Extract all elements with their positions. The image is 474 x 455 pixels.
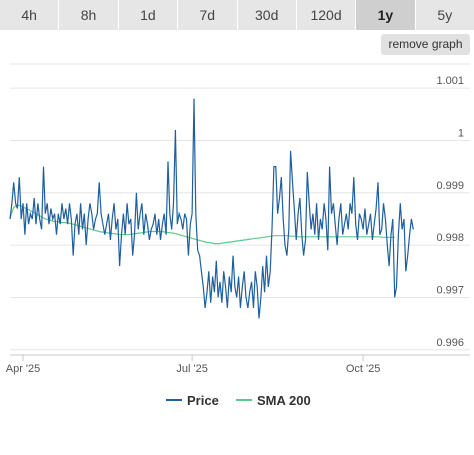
y-tick-label: 0.999 (436, 180, 464, 192)
legend-sma-label[interactable]: SMA 200 (257, 393, 311, 408)
price-line (9, 98, 414, 319)
legend-price-label[interactable]: Price (187, 393, 219, 408)
tab-4h[interactable]: 4h (0, 0, 60, 30)
y-tick-label: 1 (458, 127, 464, 139)
x-tick-label: Oct '25 (346, 363, 381, 375)
y-axis-ticks: 0.996 0.997 0.998 0.999 1 1.001 (436, 75, 464, 349)
tab-5y[interactable]: 5y (437, 7, 453, 23)
remove-graph-button[interactable]: remove graph (381, 34, 470, 55)
legend: Price SMA 200 (166, 393, 311, 408)
y-tick-label: 0.997 (436, 284, 464, 296)
tab-30d[interactable]: 30d (238, 0, 297, 30)
tab-8h[interactable]: 8h (59, 0, 119, 30)
tab-7d[interactable]: 7d (178, 0, 238, 30)
tab-1y[interactable]: 1y (356, 0, 416, 30)
x-axis-ticks: Apr '25 Jul '25 Oct '25 (6, 355, 381, 375)
x-tick-label: Jul '25 (176, 363, 207, 375)
range-tabs: 4h 8h 1d 7d 30d 120d 1y 5y (0, 0, 474, 30)
tab-120d[interactable]: 120d (297, 0, 357, 30)
y-tick-label: 0.998 (436, 232, 464, 244)
x-tick-label: Apr '25 (6, 363, 41, 375)
tab-1d[interactable]: 1d (119, 0, 179, 30)
sma-200-line (9, 204, 395, 245)
y-tick-label: 0.996 (436, 337, 464, 349)
y-tick-label: 1.001 (436, 75, 464, 87)
